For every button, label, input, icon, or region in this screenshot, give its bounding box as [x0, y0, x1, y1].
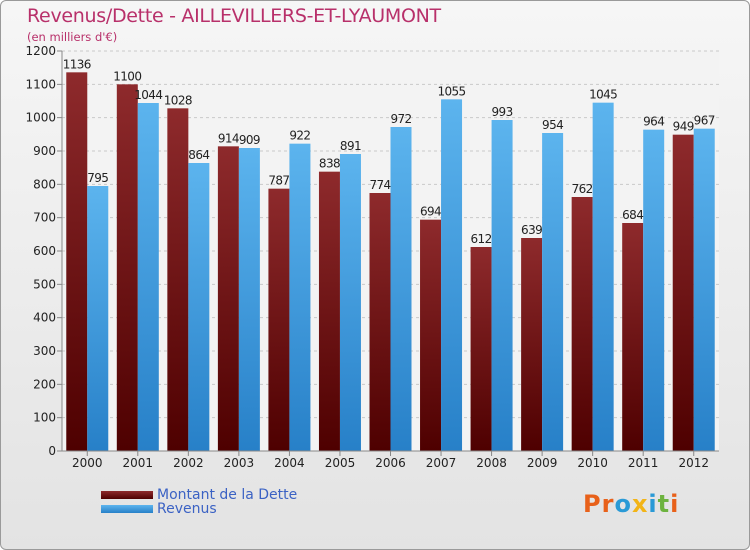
data-label-revenus: 795 — [87, 171, 108, 185]
x-tick-label: 2007 — [426, 456, 457, 470]
bar-dette — [571, 197, 593, 451]
bar-dette — [167, 108, 189, 451]
x-tick-label: 2000 — [72, 456, 103, 470]
x-tick-label: 2008 — [476, 456, 507, 470]
y-tick-label: 100 — [33, 411, 56, 425]
data-label-dette: 774 — [369, 178, 390, 192]
data-label-dette: 694 — [420, 205, 441, 219]
y-tick-label: 300 — [33, 344, 56, 358]
x-tick-label: 2001 — [123, 456, 154, 470]
x-tick-label: 2002 — [173, 456, 204, 470]
y-tick-label: 600 — [33, 244, 56, 258]
bar-revenus — [390, 127, 412, 451]
x-tick-label: 2012 — [678, 456, 709, 470]
data-label-dette: 1136 — [63, 57, 91, 71]
y-tick-label: 1100 — [25, 77, 56, 91]
x-tick-label: 2003 — [224, 456, 255, 470]
data-label-revenus: 1055 — [437, 84, 465, 98]
y-tick-label: 500 — [33, 277, 56, 291]
data-label-dette: 914 — [218, 131, 239, 145]
legend-item-dette: Montant de la Dette — [101, 488, 297, 502]
data-label-revenus: 909 — [239, 133, 260, 147]
bar-dette — [420, 219, 442, 451]
x-tick-label: 2010 — [577, 456, 608, 470]
bar-revenus — [238, 148, 260, 451]
bar-dette — [369, 193, 391, 451]
bar-dette — [622, 223, 644, 451]
data-label-revenus: 954 — [542, 118, 563, 132]
y-tick-label: 1000 — [25, 111, 56, 125]
x-tick-label: 2011 — [628, 456, 659, 470]
bar-revenus — [289, 143, 311, 451]
legend-swatch-dette — [101, 491, 153, 499]
x-tick-label: 2006 — [375, 456, 406, 470]
bar-dette — [672, 134, 694, 451]
x-tick-label: 2009 — [527, 456, 558, 470]
data-label-dette: 949 — [673, 120, 694, 134]
bar-dette — [116, 84, 138, 451]
data-label-revenus: 1044 — [134, 88, 162, 102]
bar-revenus — [542, 133, 564, 451]
data-label-dette: 787 — [268, 174, 289, 188]
legend-swatch-revenus — [101, 505, 153, 513]
legend-item-revenus: Revenus — [101, 502, 217, 516]
data-label-dette: 639 — [521, 223, 542, 237]
bar-revenus — [188, 163, 210, 451]
y-tick-label: 800 — [33, 177, 56, 191]
logo-letter: t — [657, 490, 671, 518]
logo-letter: o — [614, 490, 632, 518]
logo-letter: i — [648, 490, 658, 518]
legend-label-revenus: Revenus — [157, 501, 217, 517]
chart-title: Revenus/Dette - AILLEVILLERS-ET-LYAUMONT — [27, 5, 441, 27]
bar-revenus — [491, 120, 513, 451]
bar-revenus — [643, 129, 665, 451]
bar-dette — [470, 247, 492, 451]
data-label-dette: 762 — [572, 182, 593, 196]
data-label-revenus: 964 — [643, 115, 664, 129]
y-tick-label: 900 — [33, 144, 56, 158]
data-label-revenus: 864 — [188, 148, 209, 162]
y-tick-label: 1200 — [25, 44, 56, 58]
proxiti-logo: Proxiti — [583, 490, 679, 518]
bar-dette — [217, 146, 239, 452]
legend-label-dette: Montant de la Dette — [157, 487, 298, 503]
bar-revenus — [441, 99, 463, 451]
data-label-revenus: 972 — [390, 112, 411, 126]
x-tick-label: 2005 — [325, 456, 356, 470]
logo-letter: r — [601, 490, 615, 518]
bar-dette — [66, 72, 88, 451]
data-label-dette: 612 — [471, 232, 492, 246]
logo-letter: x — [631, 490, 649, 518]
logo-letter: i — [670, 490, 680, 518]
bar-dette — [521, 238, 543, 451]
data-label-dette: 1028 — [164, 93, 192, 107]
logo-letter: P — [583, 490, 602, 518]
data-label-dette: 838 — [319, 157, 340, 171]
data-label-revenus: 993 — [492, 105, 513, 119]
bar-revenus — [137, 103, 159, 451]
chart-subtitle: (en milliers d'€) — [27, 30, 118, 44]
y-tick-label: 200 — [33, 377, 56, 391]
bar-revenus — [592, 102, 614, 452]
data-label-revenus: 967 — [694, 114, 715, 128]
y-tick-label: 700 — [33, 211, 56, 225]
bar-dette — [268, 188, 290, 451]
y-tick-label: 0 — [48, 444, 56, 458]
bar-revenus — [87, 186, 109, 451]
y-tick-label: 400 — [33, 311, 56, 325]
data-label-revenus: 1045 — [589, 88, 617, 102]
data-label-dette: 1100 — [113, 69, 141, 83]
x-tick-label: 2004 — [274, 456, 305, 470]
bar-dette — [318, 171, 340, 451]
data-label-revenus: 922 — [289, 129, 310, 143]
data-label-dette: 684 — [622, 208, 643, 222]
bar-revenus — [339, 154, 361, 451]
bar-revenus — [693, 128, 715, 451]
data-label-revenus: 891 — [340, 139, 361, 153]
